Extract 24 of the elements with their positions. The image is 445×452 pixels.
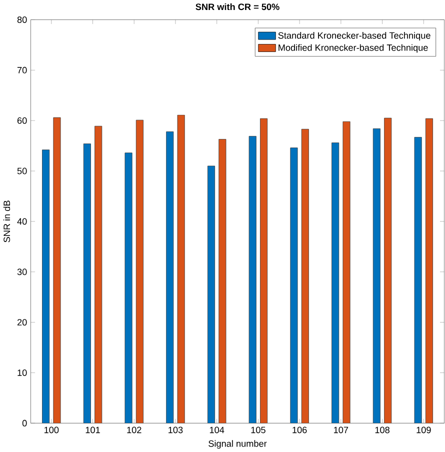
x-tick-label: 102: [127, 426, 142, 434]
y-tick-label: 50: [18, 168, 28, 174]
x-tick-label: 100: [44, 426, 59, 434]
x-tick-label: 106: [292, 426, 307, 434]
x-tick-label: 101: [86, 426, 100, 434]
x-tick-label: 109: [416, 426, 432, 434]
x-tick-label: 107: [334, 426, 348, 434]
chart-title: SNR with CR = 50%: [196, 3, 280, 10]
y-tick-label: 60: [18, 117, 28, 124]
y-tick-label: 80: [18, 16, 28, 23]
y-tick-label: 70: [18, 66, 28, 74]
y-tick-label: 30: [18, 268, 28, 276]
x-tick-label: 104: [210, 426, 224, 434]
y-tick-label: 20: [18, 319, 28, 326]
y-tick-label: 40: [17, 218, 28, 225]
x-tick-label: 108: [376, 426, 390, 434]
x-tick-label: 103: [168, 426, 183, 434]
x-tick-label: 105: [252, 426, 266, 434]
x-axis-title: Signal number: [208, 440, 267, 449]
y-tick-label: 0: [22, 420, 28, 426]
y-tick-label: 10: [18, 370, 28, 376]
legend-label: Standard Kronecker-based Technique: [278, 32, 431, 41]
legend-label: Modified Kronecker-based Technique: [278, 44, 428, 53]
y-axis-title: SNR in dB: [4, 200, 10, 242]
